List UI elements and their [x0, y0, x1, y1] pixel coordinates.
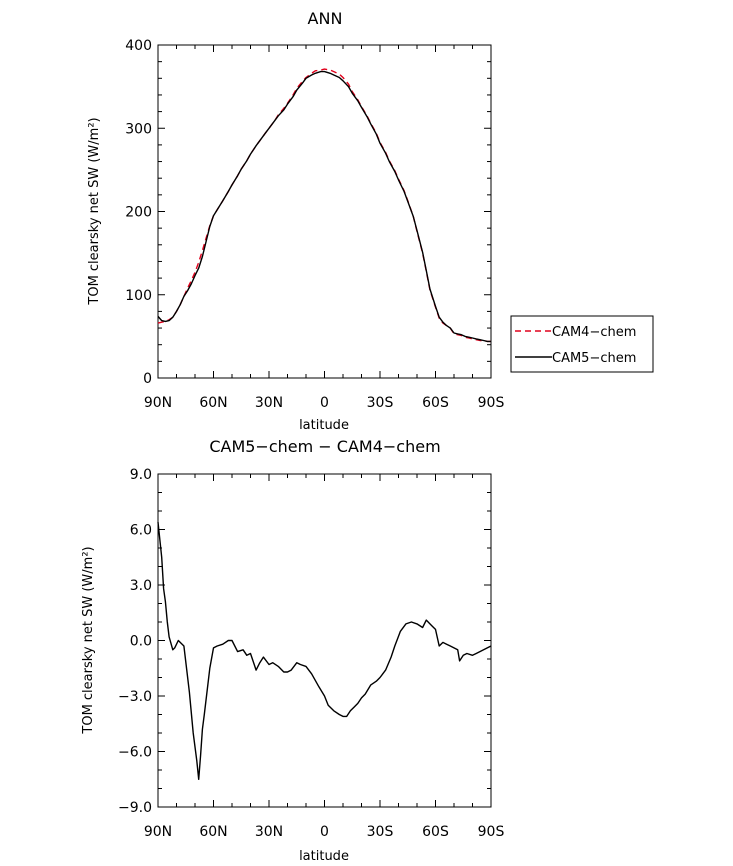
x-tick-label: 30N: [255, 824, 283, 840]
x-tick-label: 60N: [199, 395, 227, 411]
legend-label-series-1: CAM4−chem: [552, 325, 636, 340]
y-tick-label: 6.0: [130, 523, 152, 539]
y-tick-label: 100: [125, 288, 152, 304]
x-tick-label: 0: [320, 824, 329, 840]
x-tick-label: 90N: [144, 395, 172, 411]
chart-title: ANN: [308, 9, 343, 28]
y-tick-label: 200: [125, 205, 152, 221]
series-lines: [157, 68, 491, 343]
x-tick-label: 60S: [422, 395, 449, 411]
x-tick-label: 90S: [478, 824, 505, 840]
x-tick-labels: 90N 60N 30N 0 30S 60S 90S: [144, 395, 505, 411]
x-tick-labels: 90N 60N 30N 0 30S 60S 90S: [144, 824, 505, 840]
panel-ann: ANN 0 100 200 300 400 90N 60N 30N 0 30S 60S 90S la…: [87, 9, 654, 433]
x-axis-label: latitude: [299, 418, 349, 433]
x-tick-label: 60N: [199, 824, 227, 840]
x-tick-label: 90N: [144, 824, 172, 840]
legend-label-series-2: CAM5−chem: [552, 351, 636, 366]
x-tick-label: 0: [320, 395, 329, 411]
x-tick-label: 30S: [367, 395, 394, 411]
series-line-1: [157, 68, 491, 343]
y-tick-labels: 0 100 200 300 400: [125, 38, 152, 387]
x-tick-label: 60S: [422, 824, 449, 840]
y-tick-label: 0.0: [130, 634, 152, 650]
y-tick-label: 400: [125, 38, 152, 54]
y-tick-label: 300: [125, 121, 152, 137]
x-axis-label: latitude: [299, 849, 349, 864]
y-axis-label: TOM clearsky net SW (W/m²): [87, 117, 102, 305]
plot-frame: [157, 473, 492, 808]
panel-difference: CAM5−chem − CAM4−chem −9.0 −6.0 −3.0 0.0 3.0…: [81, 437, 504, 864]
series-lines: [157, 522, 492, 780]
y-tick-label: −6.0: [118, 745, 152, 761]
y-tick-label: 9.0: [130, 467, 152, 483]
series-line-2: [157, 70, 491, 343]
y-tick-label: −3.0: [118, 689, 152, 705]
y-axis-label: TOM clearsky net SW (W/m²): [81, 546, 96, 734]
y-tick-labels: −9.0 −6.0 −3.0 0.0 3.0 6.0 9.0: [118, 467, 152, 816]
legend-box: [510, 315, 654, 373]
tick-marks: [157, 44, 492, 379]
chart-title: CAM5−chem − CAM4−chem: [209, 437, 440, 456]
legend: CAM4−chem CAM5−chem: [510, 315, 654, 373]
x-tick-label: 90S: [478, 395, 505, 411]
x-tick-label: 30S: [367, 824, 394, 840]
series-line-1: [157, 522, 492, 780]
tick-marks: [157, 473, 492, 808]
y-tick-label: 0: [143, 371, 152, 387]
plot-frame: [157, 44, 492, 379]
y-tick-label: −9.0: [118, 800, 152, 816]
y-tick-label: 3.0: [130, 578, 152, 594]
x-tick-label: 30N: [255, 395, 283, 411]
